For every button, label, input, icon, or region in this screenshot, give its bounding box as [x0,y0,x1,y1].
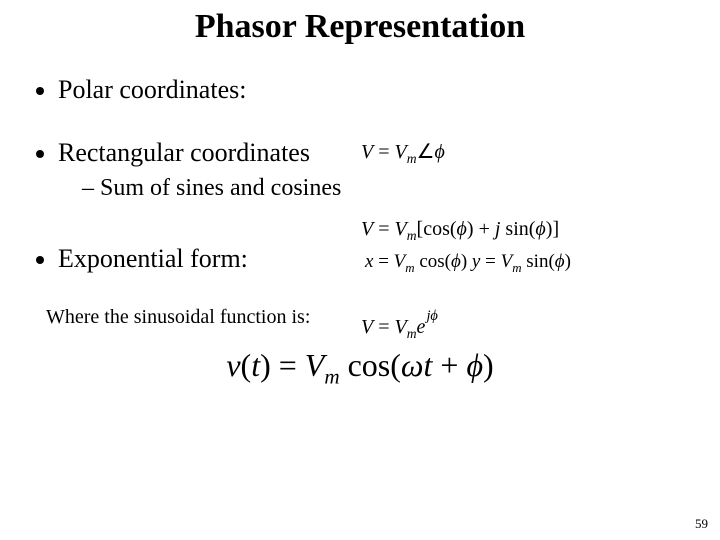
equation-vt: v(t) = Vm cos(ωt + ϕ) [30,347,690,389]
equation-polar: V = Vm∠ϕ [361,139,445,167]
equation-rect: V = Vm[cos(ϕ) + j sin(ϕ)] [361,218,559,244]
page-title: Phasor Representation [30,8,690,46]
bullet-rect-sub: Sum of sines and cosines [82,173,690,203]
bullet-polar: Polar coordinates: [58,74,690,107]
page-number: 59 [695,516,708,532]
equation-exp: V = Vmejϕ [361,316,438,342]
bullet-list: Polar coordinates: Rectangular coordinat… [30,74,690,276]
bullet-rect-label: Rectangular coordinates [58,138,310,167]
equation-xy: x = Vm cos(ϕ) y = Vm sin(ϕ) [365,251,571,276]
